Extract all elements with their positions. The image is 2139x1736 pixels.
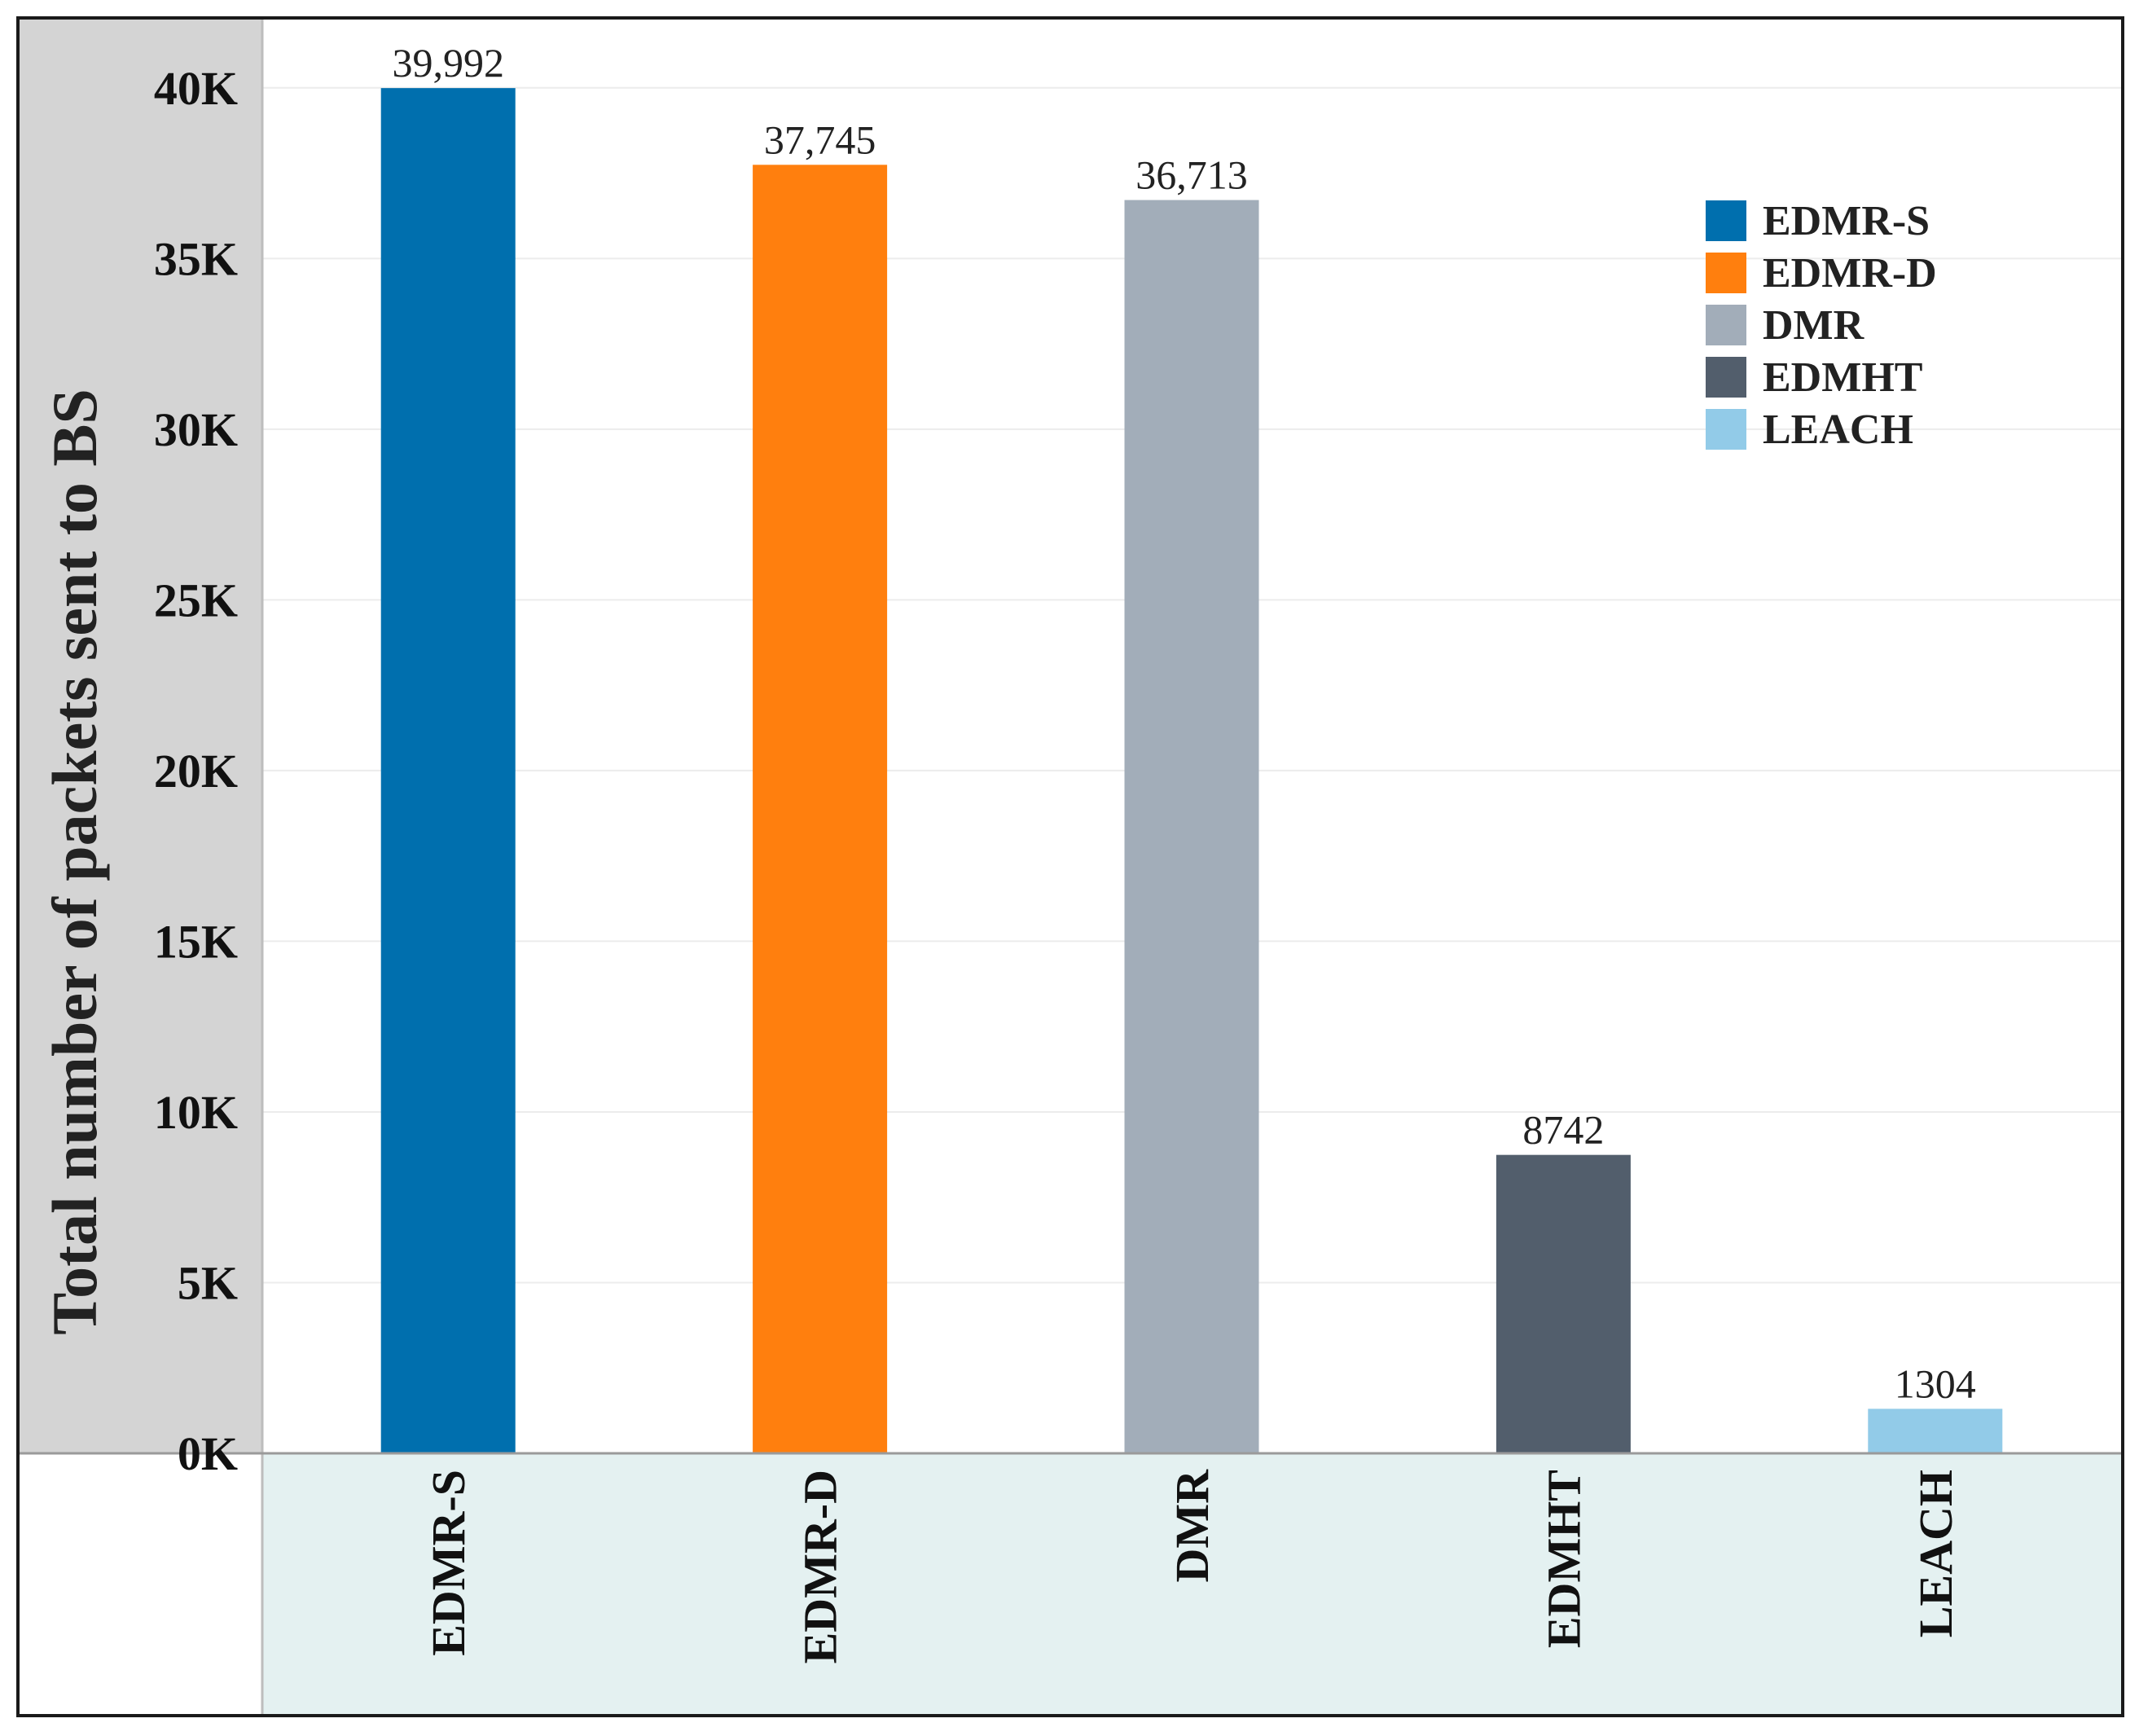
y-tick-labels: 0K 5K 10K 15K 20K 25K 30K 35K 40K	[154, 62, 238, 1480]
bars	[380, 88, 2003, 1453]
value-label-leach: 1304	[1895, 1360, 1976, 1406]
y-tick-label: 10K	[154, 1086, 238, 1139]
legend-label-edmht: EDMHT	[1763, 354, 1922, 401]
x-tick-label-leach: LEACH	[1909, 1470, 1962, 1637]
bar-edmr-d	[753, 165, 888, 1453]
y-tick-label: 30K	[154, 403, 238, 456]
x-tick-label-edmr-d: EDMR-D	[794, 1470, 847, 1663]
x-tick-label-edmht: EDMHT	[1537, 1470, 1590, 1648]
bar-edmr-s	[380, 88, 516, 1453]
x-tick-label-dmr: DMR	[1166, 1469, 1219, 1583]
legend-swatch-edmht	[1706, 357, 1746, 398]
y-tick-label: 20K	[154, 745, 238, 798]
legend-swatch-dmr	[1706, 305, 1746, 345]
y-tick-label: 0K	[178, 1427, 238, 1480]
y-tick-label: 40K	[154, 62, 238, 115]
bar-leach	[1868, 1409, 2003, 1453]
legend-swatch-edmr-s	[1706, 200, 1746, 241]
value-labels: 39,992 37,745 36,713 8742 1304	[392, 40, 1975, 1406]
y-axis-title: Total number of packets sent to BS	[39, 389, 110, 1334]
x-axis-panel	[262, 1453, 2121, 1714]
legend-label-leach: LEACH	[1763, 407, 1913, 453]
value-label-edmht: 8742	[1522, 1107, 1604, 1153]
value-label-edmr-s: 39,992	[392, 40, 504, 86]
value-label-dmr: 36,713	[1135, 152, 1248, 198]
y-tick-label: 25K	[154, 574, 238, 626]
y-tick-label: 5K	[178, 1256, 238, 1309]
y-tick-label: 15K	[154, 915, 238, 968]
legend-swatch-edmr-d	[1706, 253, 1746, 293]
legend-swatch-leach	[1706, 409, 1746, 450]
bar-dmr	[1124, 200, 1259, 1453]
x-tick-labels: EDMR-S EDMR-D DMR EDMHT LEACH	[422, 1469, 1962, 1664]
bar-edmht	[1496, 1154, 1631, 1453]
x-tick-label-edmr-s: EDMR-S	[422, 1470, 475, 1656]
legend-label-dmr: DMR	[1763, 302, 1865, 349]
legend-label-edmr-d: EDMR-D	[1763, 250, 1937, 297]
legend: EDMR-S EDMR-D DMR EDMHT LEACH	[1706, 198, 1937, 453]
legend-label-edmr-s: EDMR-S	[1763, 198, 1930, 244]
y-tick-label: 35K	[154, 232, 238, 285]
value-label-edmr-d: 37,745	[764, 116, 876, 162]
y-axis-panel	[20, 20, 262, 1453]
